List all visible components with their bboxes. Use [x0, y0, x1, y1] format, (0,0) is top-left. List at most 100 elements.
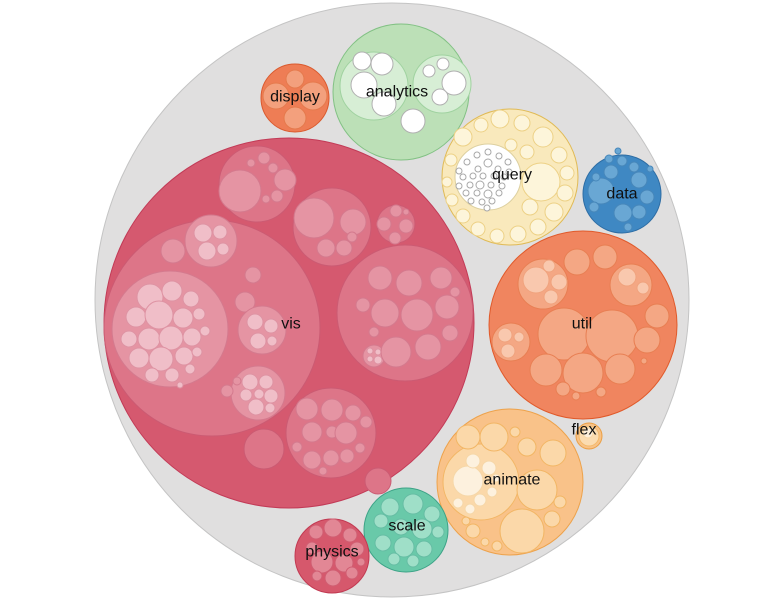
circle-node[interactable]	[529, 353, 563, 387]
circle-node[interactable]	[455, 424, 481, 450]
circle-node[interactable]	[480, 537, 490, 547]
circle-node[interactable]	[465, 523, 481, 539]
circle-node[interactable]	[380, 336, 412, 368]
circle-node[interactable]	[182, 327, 202, 347]
circle-node[interactable]	[455, 182, 463, 190]
circle-node[interactable]	[212, 224, 228, 240]
circle-node[interactable]	[513, 331, 525, 343]
circle-node[interactable]	[543, 510, 561, 528]
circle-node[interactable]	[441, 70, 467, 96]
circle-node[interactable]	[505, 168, 513, 176]
circle-node[interactable]	[216, 242, 230, 256]
circle-node[interactable]	[466, 181, 474, 189]
circle-node[interactable]	[550, 146, 568, 164]
circle-node[interactable]	[623, 222, 633, 232]
circle-node[interactable]	[587, 177, 615, 205]
circle-node[interactable]	[544, 202, 564, 222]
circle-node[interactable]	[636, 281, 650, 295]
circle-node[interactable]	[562, 352, 604, 394]
circle-node[interactable]	[273, 168, 297, 192]
circle-node[interactable]	[367, 265, 393, 291]
circle-node[interactable]	[521, 162, 561, 202]
circle-node[interactable]	[422, 64, 436, 78]
circle-node[interactable]	[128, 347, 150, 369]
circle-node[interactable]	[364, 467, 392, 495]
circle-node[interactable]	[473, 151, 481, 159]
circle-node[interactable]	[495, 189, 503, 197]
circle-node[interactable]	[455, 167, 463, 175]
circle-node[interactable]	[415, 540, 433, 558]
circle-node[interactable]	[234, 291, 256, 313]
circle-node[interactable]	[455, 208, 471, 224]
circle-node[interactable]	[484, 148, 492, 156]
circle-node[interactable]	[603, 164, 619, 180]
circle-node[interactable]	[291, 441, 303, 453]
circle-node[interactable]	[388, 231, 402, 245]
circle-node[interactable]	[308, 524, 324, 540]
circle-node[interactable]	[491, 540, 503, 552]
circle-node[interactable]	[144, 367, 160, 383]
circle-node[interactable]	[490, 109, 510, 129]
circle-node[interactable]	[486, 486, 498, 498]
circle-node[interactable]	[298, 81, 328, 111]
circle-node[interactable]	[316, 238, 336, 258]
circle-node[interactable]	[436, 57, 450, 71]
circle-node[interactable]	[184, 363, 196, 375]
circle-node[interactable]	[550, 273, 568, 291]
circle-node[interactable]	[352, 51, 372, 71]
circle-node[interactable]	[402, 208, 410, 216]
circle-node[interactable]	[644, 303, 670, 329]
circle-node[interactable]	[172, 307, 194, 329]
circle-node[interactable]	[374, 348, 382, 356]
circle-node[interactable]	[144, 300, 174, 330]
circle-node[interactable]	[494, 165, 502, 173]
circle-node[interactable]	[411, 518, 433, 540]
circle-node[interactable]	[283, 106, 307, 130]
circle-node[interactable]	[640, 357, 648, 365]
circle-node[interactable]	[509, 426, 521, 438]
circle-node[interactable]	[504, 158, 512, 166]
circle-node[interactable]	[553, 495, 567, 509]
circle-node[interactable]	[400, 108, 426, 134]
circle-node[interactable]	[160, 238, 186, 264]
circle-node[interactable]	[387, 552, 401, 566]
circle-node[interactable]	[646, 165, 654, 173]
circle-node[interactable]	[334, 553, 354, 573]
circle-node[interactable]	[488, 197, 496, 205]
circle-node[interactable]	[614, 147, 622, 155]
circle-node[interactable]	[452, 497, 464, 509]
circle-node[interactable]	[539, 439, 567, 467]
circle-node[interactable]	[500, 343, 516, 359]
circle-node[interactable]	[264, 402, 276, 414]
circle-node[interactable]	[182, 290, 200, 308]
circle-node[interactable]	[161, 280, 183, 302]
circle-node[interactable]	[429, 266, 453, 290]
circle-node[interactable]	[257, 151, 271, 165]
circle-node[interactable]	[406, 554, 420, 568]
circle-node[interactable]	[370, 298, 400, 328]
circle-node[interactable]	[582, 427, 594, 439]
circle-node[interactable]	[243, 428, 285, 470]
circle-node[interactable]	[463, 158, 471, 166]
circle-node[interactable]	[392, 518, 410, 536]
circle-node[interactable]	[323, 518, 343, 538]
circle-node[interactable]	[295, 397, 319, 421]
circle-node[interactable]	[371, 91, 397, 117]
circle-node[interactable]	[374, 534, 392, 552]
circle-node[interactable]	[431, 88, 449, 106]
circle-node[interactable]	[218, 169, 262, 213]
circle-node[interactable]	[301, 421, 323, 443]
circle-node[interactable]	[591, 172, 601, 182]
circle-node[interactable]	[302, 450, 322, 470]
circle-node[interactable]	[398, 218, 414, 234]
circle-node[interactable]	[479, 422, 509, 452]
circle-node[interactable]	[469, 172, 477, 180]
circle-node[interactable]	[389, 204, 403, 218]
circle-node[interactable]	[441, 176, 453, 188]
circle-node[interactable]	[120, 330, 138, 348]
circle-node[interactable]	[192, 307, 206, 321]
circle-node[interactable]	[604, 154, 614, 164]
circle-node[interactable]	[481, 460, 497, 476]
circle-node[interactable]	[247, 398, 265, 416]
circle-node[interactable]	[356, 557, 366, 567]
